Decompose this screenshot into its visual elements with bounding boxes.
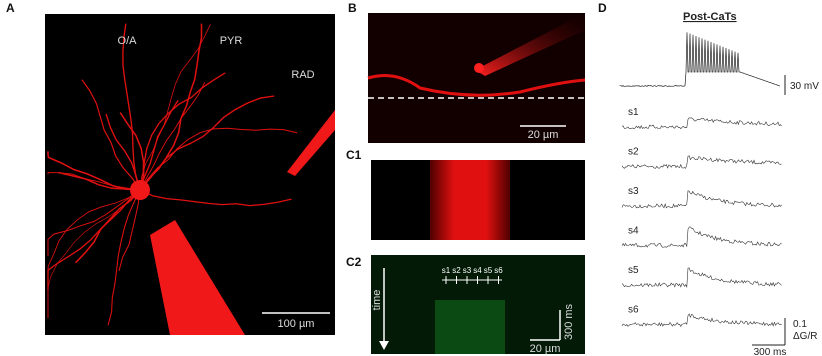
dendrite xyxy=(139,82,206,191)
signal xyxy=(435,300,505,354)
dendrite xyxy=(118,189,141,272)
dendrite xyxy=(47,172,141,191)
calcium-trace xyxy=(621,190,782,209)
calcium-trace xyxy=(621,117,782,130)
scale-label: 100 µm xyxy=(278,318,315,330)
site-label: s4 xyxy=(473,266,482,275)
soma xyxy=(130,180,150,200)
dendrite xyxy=(74,189,141,264)
dendrite xyxy=(107,189,141,326)
region-label: PYR xyxy=(220,35,243,47)
dendrite xyxy=(119,112,145,191)
dendrite xyxy=(139,99,179,191)
region-label: RAD xyxy=(291,69,314,81)
scale-label: 20 µm xyxy=(530,343,561,355)
trace-label: s2 xyxy=(628,147,639,158)
trace-label: s1 xyxy=(628,107,639,118)
dendrite xyxy=(47,189,141,318)
site-label: s6 xyxy=(494,266,503,275)
pipette xyxy=(475,13,585,76)
pipette xyxy=(150,220,245,335)
site-label: s5 xyxy=(484,266,493,275)
voltage-trace xyxy=(619,32,781,87)
tip xyxy=(474,63,484,73)
dendrite xyxy=(139,24,211,191)
neuron xyxy=(47,23,298,326)
dendrite xyxy=(47,189,141,257)
panel-label: A xyxy=(6,1,15,15)
dendrite xyxy=(122,23,141,191)
calcium-trace xyxy=(621,313,782,328)
panel-label: D xyxy=(598,1,607,15)
dendrite xyxy=(139,189,292,207)
region-label: O/A xyxy=(118,35,138,47)
panel-label: B xyxy=(348,1,357,15)
axis-label: time xyxy=(371,290,383,311)
dendrite xyxy=(81,79,141,191)
arrow-head xyxy=(379,341,389,350)
site-label: s1 xyxy=(442,266,451,275)
calcium-trace xyxy=(621,226,782,248)
panel-label: C1 xyxy=(346,148,362,162)
site-label: s3 xyxy=(463,266,472,275)
scale-label: ΔG/R xyxy=(793,331,817,342)
scale-label: 20 µm xyxy=(528,129,559,141)
panel-title: Post-CaTs xyxy=(683,11,737,23)
trace-label: s3 xyxy=(628,186,639,197)
pipette xyxy=(287,110,335,176)
scale-label: 0.1 xyxy=(793,319,807,330)
scale-label: 30 mV xyxy=(790,81,819,92)
panel-label: C2 xyxy=(346,255,362,269)
scale-label: 300 ms xyxy=(754,347,787,356)
calcium-trace xyxy=(621,267,782,288)
trace-label: s5 xyxy=(628,265,639,276)
line-scan xyxy=(430,160,510,240)
site-label: s2 xyxy=(452,266,461,275)
dendrite xyxy=(367,74,586,97)
trace-label: s4 xyxy=(628,226,639,237)
scale-label: 300 ms xyxy=(563,303,575,340)
calcium-trace xyxy=(621,155,782,169)
dendrite xyxy=(139,95,275,191)
trace-label: s6 xyxy=(628,305,639,316)
